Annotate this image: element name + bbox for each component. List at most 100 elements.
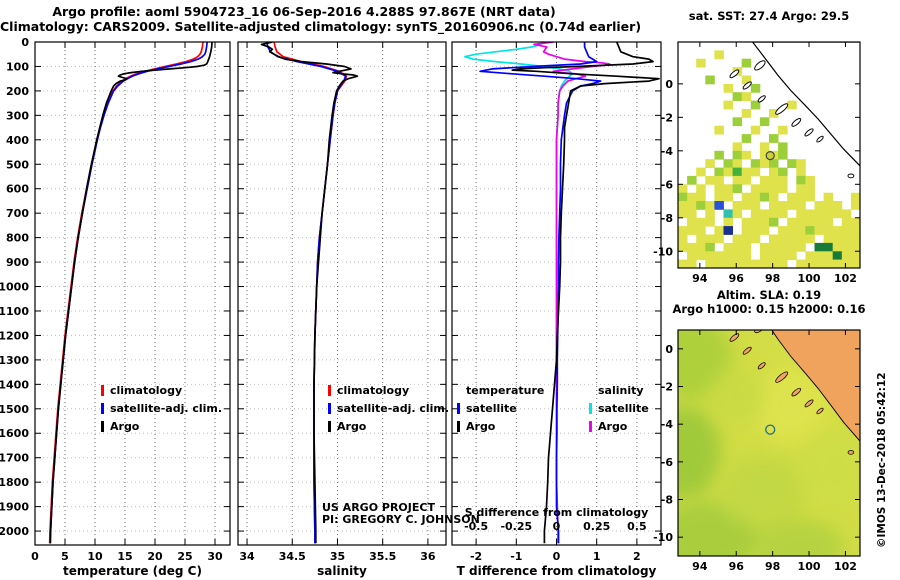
svg-text:0: 0 (553, 520, 561, 533)
svg-text:102: 102 (834, 560, 857, 573)
legend-argo-label: Argo (466, 419, 496, 433)
svg-text:-6: -6 (661, 178, 674, 191)
svg-text:35.5: 35.5 (369, 550, 396, 563)
project-line2: PI: GREGORY C. JOHNSON (322, 513, 480, 526)
svg-text:300: 300 (6, 109, 29, 122)
svg-text:35: 35 (330, 550, 345, 563)
svg-text:-1: -1 (510, 550, 522, 563)
svg-text:1600: 1600 (0, 427, 29, 440)
legend-climatology-label: climatology (110, 383, 183, 397)
temperature-legend: climatology satellite-adj. clim. Argo (101, 381, 222, 435)
temperature-diff-legend: temperature satellite Argo (457, 381, 544, 435)
s-satellite-line-swatch (589, 402, 592, 414)
svg-text:25: 25 (177, 550, 192, 563)
legend-item: satellite (457, 399, 544, 417)
legend-argo-label: Argo (337, 419, 367, 433)
svg-text:10: 10 (87, 550, 103, 563)
svg-text:96: 96 (729, 560, 745, 573)
svg-text:-2: -2 (661, 381, 673, 394)
svg-text:800: 800 (6, 232, 29, 245)
legend-item: satellite-adj. clim. (101, 399, 222, 417)
temperature-profile-panel: 0 5 10 15 20 25 300100200300400500600700800900… (0, 36, 231, 578)
imos-credit: ©IMOS 13-Dec-2018 05:42:12 (876, 372, 888, 548)
svg-text:0.5: 0.5 (627, 520, 647, 533)
svg-text:-4: -4 (661, 418, 674, 431)
svg-text:-8: -8 (661, 494, 673, 507)
legend-item: Argo (101, 417, 222, 435)
legend-argo-label: Argo (110, 419, 140, 433)
satellite-clim-line-swatch (101, 402, 104, 414)
svg-text:0.25: 0.25 (583, 520, 610, 533)
svg-text:700: 700 (6, 207, 29, 220)
svg-text:1100: 1100 (0, 305, 29, 318)
svg-text:1800: 1800 (0, 476, 29, 489)
svg-text:20: 20 (147, 550, 163, 563)
svg-text:900: 900 (6, 256, 29, 269)
project-credit: US ARGO PROJECT PI: GREGORY C. JOHNSON (322, 502, 480, 526)
svg-text:1300: 1300 (0, 354, 29, 367)
legend-satellite-label: satellite-adj. clim. (337, 401, 450, 415)
svg-text:1900: 1900 (0, 501, 29, 514)
svg-text:34.5: 34.5 (279, 550, 306, 563)
svg-text:0: 0 (31, 550, 39, 563)
svg-text:2: 2 (633, 550, 641, 563)
svg-text:15: 15 (117, 550, 132, 563)
legend-item: Argo (457, 417, 544, 435)
svg-text:0: 0 (21, 36, 29, 49)
svg-text:400: 400 (6, 134, 29, 147)
svg-text:temperature (deg C): temperature (deg C) (63, 564, 202, 578)
svg-text:-8: -8 (661, 212, 673, 225)
salinity-profile-panel: 34 34.5 35 35.5 36 salinity (237, 41, 447, 578)
project-line1: US ARGO PROJECT (322, 501, 435, 514)
svg-text:5: 5 (61, 550, 69, 563)
svg-text:100: 100 (798, 272, 821, 285)
argo-line-swatch (101, 420, 104, 432)
salinity-legend: climatology satellite-adj. clim. Argo (328, 381, 449, 435)
argo-float-marker (765, 424, 776, 435)
legend-satellite-label: satellite-adj. clim. (110, 401, 223, 415)
legend-item: climatology (328, 381, 449, 399)
satellite-clim-line-swatch (328, 402, 331, 414)
svg-text:98: 98 (765, 272, 780, 285)
svg-text:-2: -2 (661, 111, 673, 124)
svg-text:100: 100 (798, 560, 821, 573)
svg-text:30: 30 (207, 550, 223, 563)
svg-text:96: 96 (729, 272, 745, 285)
figure-subtitle: Climatology: CARS2009. Satellite-adjuste… (0, 19, 642, 34)
legend-item: Argo (328, 417, 449, 435)
svg-text:0: 0 (665, 343, 673, 356)
legend-item: climatology (101, 381, 222, 399)
svg-text:-0.25: -0.25 (500, 520, 532, 533)
difference-profile-panel: -2 -1 0 1 2T difference from climatology S di… (451, 41, 662, 578)
svg-text:1700: 1700 (0, 452, 29, 465)
svg-text:1200: 1200 (0, 329, 29, 342)
legend-item: satellite-adj. clim. (328, 399, 449, 417)
sst-map-panel: 94 96 98 100 102 0 -2 -4 -6 -8 -10 (653, 41, 861, 285)
svg-text:-4: -4 (661, 145, 674, 158)
svg-text:S difference from climatology: S difference from climatology (465, 506, 649, 519)
svg-text:-6: -6 (661, 456, 674, 469)
svg-text:-0.5: -0.5 (464, 520, 488, 533)
svg-text:1500: 1500 (0, 403, 29, 416)
svg-text:94: 94 (692, 560, 708, 573)
s-argo-line-swatch (589, 420, 592, 432)
svg-text:-10: -10 (653, 245, 673, 258)
svg-text:-10: -10 (653, 531, 673, 544)
svg-text:2000: 2000 (0, 525, 29, 538)
climatology-line-swatch (101, 384, 104, 396)
legend-item: Argo (589, 417, 649, 435)
argo-float-marker (765, 151, 775, 161)
sla-map-title-line2: Argo h1000: 0.15 h2000: 0.16 (672, 302, 866, 316)
svg-text:T difference from climatology: T difference from climatology (457, 564, 657, 578)
svg-text:-2: -2 (470, 550, 482, 563)
svg-text:500: 500 (6, 158, 29, 171)
sla-map-panel: 94 96 98 100 102 0 -2 -4 -6 -8 -10 (653, 329, 861, 573)
salinity-diff-legend: salinity satellite Argo (589, 381, 649, 435)
svg-text:94: 94 (692, 272, 708, 285)
svg-text:102: 102 (834, 272, 857, 285)
svg-text:0: 0 (553, 550, 561, 563)
legend-climatology-label: climatology (337, 383, 410, 397)
svg-text:200: 200 (6, 85, 29, 98)
